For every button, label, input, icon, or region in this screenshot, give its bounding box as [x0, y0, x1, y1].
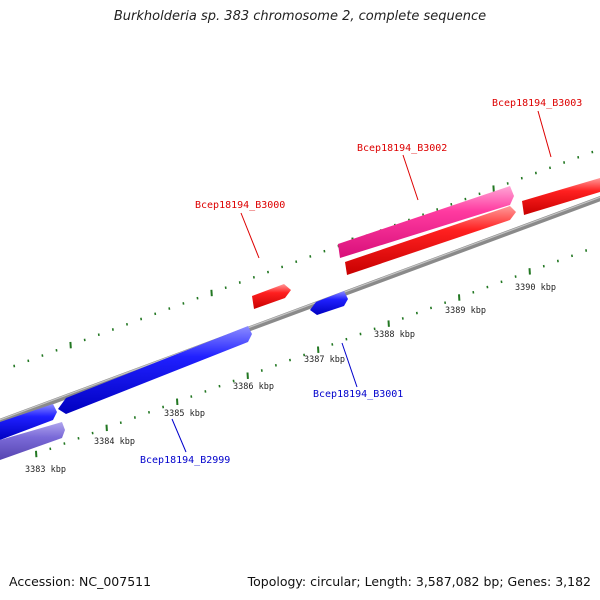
gene-feature-b2999-left[interactable]	[0, 404, 57, 440]
gene-feature-b2999[interactable]	[58, 326, 252, 414]
gene-label-b3003[interactable]: Bcep18194_B3003	[492, 98, 582, 109]
accession-label: Accession: NC_007511	[9, 574, 152, 589]
scale-label: 3386 kbp	[233, 382, 274, 392]
backbone	[0, 196, 600, 424]
gene-feature-b3002[interactable]	[345, 206, 516, 275]
scale-label: 3387 kbp	[304, 355, 345, 365]
scale-label: 3383 kbp	[25, 465, 66, 475]
genome-summary: Topology: circular; Length: 3,587,082 bp…	[247, 574, 591, 589]
gene-feature-b3003[interactable]	[522, 178, 600, 215]
scale-label: 3388 kbp	[374, 330, 415, 340]
gene-feature-b3001[interactable]	[310, 291, 348, 315]
gene-label-b3002[interactable]: Bcep18194_B3002	[357, 143, 447, 154]
lower-tick-row	[35, 249, 588, 458]
gene-callouts	[171, 110, 552, 453]
gene-feature-b2999-light[interactable]	[0, 422, 65, 460]
scale-label: 3385 kbp	[164, 409, 205, 419]
gene-feature-b3000[interactable]	[252, 284, 291, 309]
gene-features	[0, 178, 600, 460]
gene-label-b3000[interactable]: Bcep18194_B3000	[195, 200, 285, 211]
upper-tick-row	[13, 150, 594, 368]
scale-labels: 3383 kbp 3384 kbp 3385 kbp 3386 kbp 3387…	[25, 283, 556, 475]
scale-label: 3384 kbp	[94, 437, 135, 447]
gene-labels: Bcep18194_B3000 Bcep18194_B3002 Bcep1819…	[140, 98, 582, 466]
map-title: Burkholderia sp. 383 chromosome 2, compl…	[113, 9, 487, 24]
gene-label-b2999[interactable]: Bcep18194_B2999	[140, 455, 230, 466]
scale-label: 3389 kbp	[445, 306, 486, 316]
scale-label: 3390 kbp	[515, 283, 556, 293]
gene-feature-b3002-pink[interactable]	[338, 186, 514, 258]
gene-label-b3001[interactable]: Bcep18194_B3001	[313, 389, 403, 400]
